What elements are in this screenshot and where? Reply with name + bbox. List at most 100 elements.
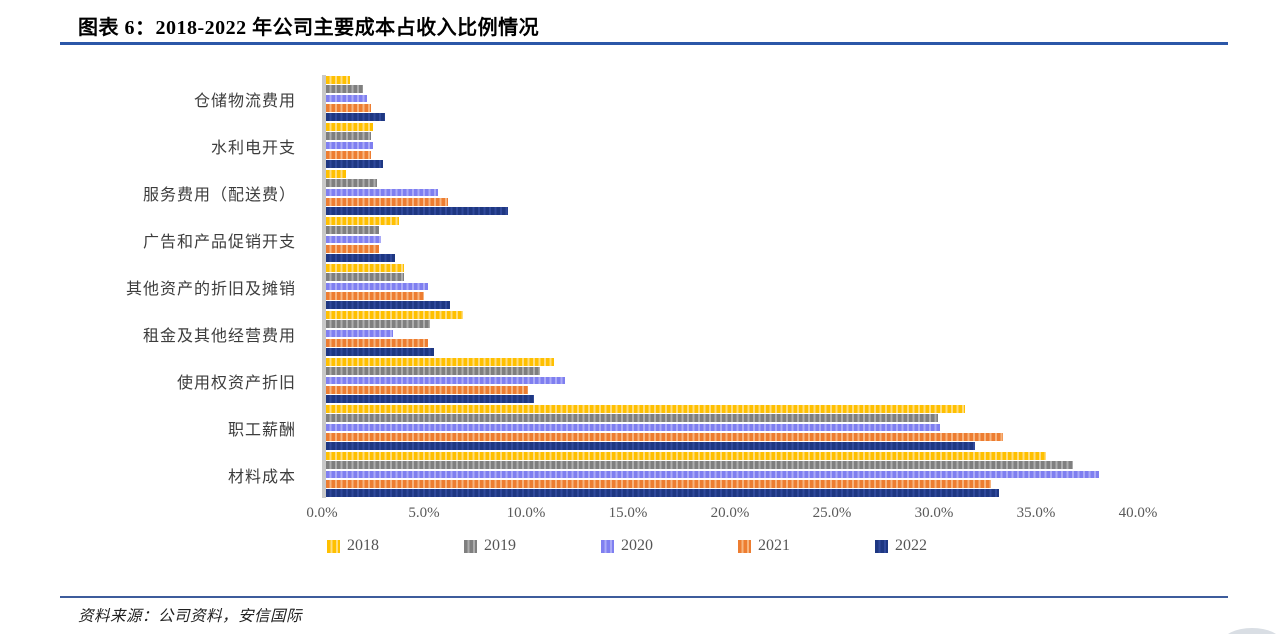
category-label: 服务费用（配送费） [142, 186, 296, 204]
bar-2022 [326, 254, 396, 262]
category-row: 材料成本 [0, 451, 1282, 498]
bar-2021 [326, 104, 371, 112]
bar-2018 [326, 76, 351, 84]
category-row: 服务费用（配送费） [0, 169, 1282, 216]
bar-2022 [326, 395, 535, 403]
bar-2022 [326, 113, 386, 121]
legend-item-2019: 2019 [464, 537, 601, 555]
x-tick-label: 25.0% [812, 505, 852, 521]
bar-2019 [326, 461, 1073, 469]
bar-2020 [326, 470, 1100, 479]
bar-2022 [326, 207, 508, 215]
x-tick-label: 15.0% [608, 505, 648, 521]
bar-group [322, 169, 1282, 216]
legend-label: 2021 [758, 537, 790, 554]
bar-2019 [326, 273, 404, 281]
floating-button-arc [1222, 628, 1282, 634]
category-row: 广告和产品促销开支 [0, 216, 1282, 263]
bar-2022 [326, 348, 435, 356]
bar-2018 [326, 358, 555, 366]
x-tick-label: 0.0% [306, 505, 338, 521]
bar-2019 [326, 414, 938, 422]
bar-2018 [326, 170, 347, 178]
bar-2018 [326, 452, 1047, 460]
category-label: 仓储物流费用 [193, 92, 296, 110]
bar-2021 [326, 198, 449, 206]
legend-swatch-icon [738, 539, 751, 553]
bar-2022 [326, 442, 975, 450]
category-label: 租金及其他经营费用 [142, 327, 296, 345]
bar-2018 [326, 123, 373, 131]
x-tick-label: 30.0% [914, 505, 954, 521]
bar-2020 [326, 235, 382, 244]
bar-2020 [326, 141, 373, 150]
bar-group [322, 122, 1282, 169]
chart-title: 图表 6：2018-2022 年公司主要成本占收入比例情况 [78, 17, 540, 39]
category-label: 广告和产品促销开支 [142, 233, 296, 251]
legend-swatch-icon [464, 539, 477, 553]
legend-swatch-icon [601, 539, 614, 553]
bar-group [322, 451, 1282, 498]
legend-item-2018: 2018 [327, 537, 464, 555]
bar-chart: 仓储物流费用水利电开支服务费用（配送费） 广告和产品促销开支其他资产的折旧及摊销租… [0, 75, 1282, 498]
bar-group [322, 404, 1282, 451]
legend-label: 2020 [621, 537, 653, 554]
bar-2019 [326, 85, 363, 93]
bar-2019 [326, 179, 377, 187]
bar-2020 [326, 188, 439, 197]
x-axis: 0.0% 5.0% 10.0% 15.0% 20.0% 25.0% 30.0% 35.0% 40… [0, 505, 1282, 525]
bar-2021 [326, 339, 428, 347]
bar-2019 [326, 132, 371, 140]
category-row: 使用权资产折旧 [0, 357, 1282, 404]
x-tick-label: 5.0% [408, 505, 440, 521]
bar-2019 [326, 367, 541, 375]
category-row: 租金及其他经营费用 [0, 310, 1282, 357]
footer-divider [60, 596, 1228, 598]
bar-2018 [326, 405, 965, 413]
bar-2019 [326, 320, 431, 328]
bar-2018 [326, 217, 400, 225]
category-label: 其他资产的折旧及摊销 [125, 280, 296, 298]
bar-2020 [326, 282, 428, 291]
category-label: 使用权资产折旧 [176, 374, 296, 392]
bar-2021 [326, 292, 424, 300]
bar-2018 [326, 264, 404, 272]
category-label: 材料成本 [227, 468, 296, 486]
bar-2018 [326, 311, 463, 319]
bar-2020 [326, 423, 941, 432]
legend-label: 2018 [347, 537, 379, 554]
legend-item-2022: 2022 [875, 537, 1012, 555]
category-row: 水利电开支 [0, 122, 1282, 169]
bar-2021 [326, 386, 528, 394]
category-row: 职工薪酬 [0, 404, 1282, 451]
bar-2022 [326, 160, 384, 168]
legend-label: 2022 [895, 537, 927, 554]
bar-2022 [326, 301, 451, 309]
legend-swatch-icon [327, 539, 340, 553]
bar-2022 [326, 489, 1000, 497]
legend-swatch-icon [875, 539, 888, 553]
source-text: 资料来源：公司资料，安信国际 [78, 608, 303, 625]
bar-2020 [326, 329, 394, 338]
category-row: 其他资产的折旧及摊销 [0, 263, 1282, 310]
bar-group [322, 357, 1282, 404]
x-tick-label: 20.0% [710, 505, 750, 521]
bar-2021 [326, 480, 992, 488]
bar-group [322, 216, 1282, 263]
bar-2020 [326, 94, 367, 103]
category-row: 仓储物流费用 [0, 75, 1282, 122]
x-tick-label: 10.0% [506, 505, 546, 521]
bar-group [322, 310, 1282, 357]
bar-2021 [326, 245, 380, 253]
category-label: 职工薪酬 [227, 421, 296, 439]
bar-group [322, 263, 1282, 310]
chart-legend: 2018 2019 2020 2021 2022 [327, 537, 1012, 555]
bar-2021 [326, 151, 371, 159]
legend-item-2021: 2021 [738, 537, 875, 555]
bar-2021 [326, 433, 1004, 441]
x-tick-label: 35.0% [1016, 505, 1056, 521]
bar-2019 [326, 226, 380, 234]
x-tick-label: 40.0% [1118, 505, 1158, 521]
title-underline [60, 42, 1228, 45]
